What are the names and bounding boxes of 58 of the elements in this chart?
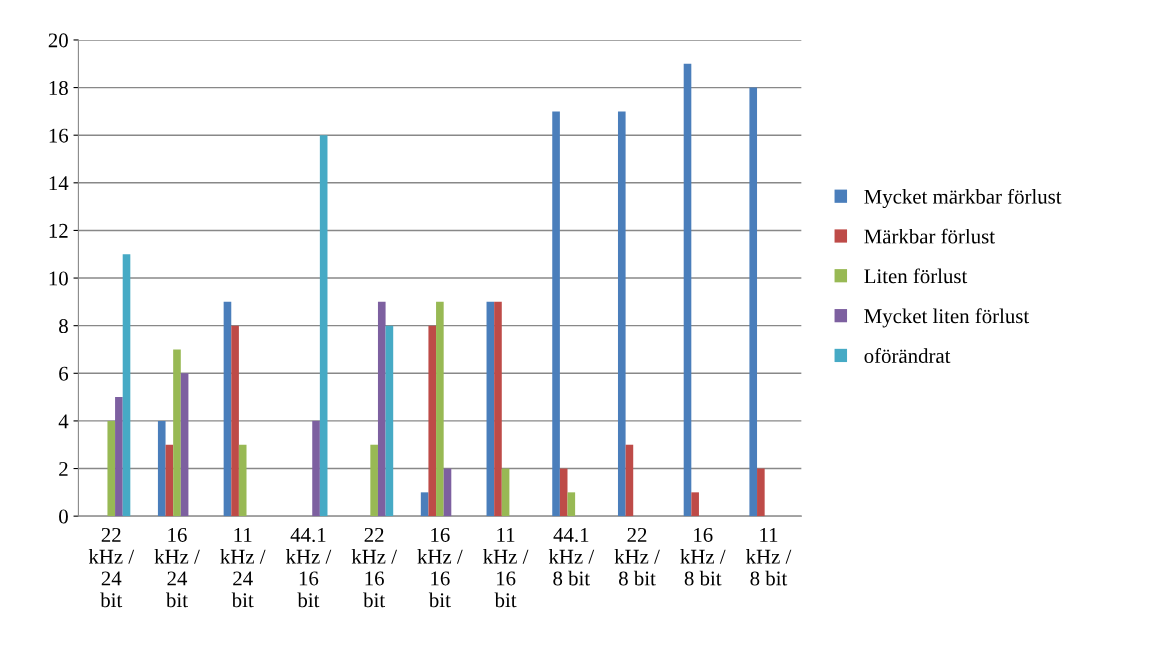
x-tick-label: 16 kHz / 16 bit xyxy=(417,527,463,608)
y-tick-label: 4 xyxy=(58,414,69,429)
bar xyxy=(115,397,123,517)
bar xyxy=(691,492,699,517)
bar xyxy=(312,420,320,517)
x-tick-label: 11 kHz / 24 bit xyxy=(220,527,266,608)
x-tick-label: 11 kHz / 8 bit xyxy=(746,527,792,586)
bar xyxy=(165,444,174,517)
bar xyxy=(494,301,502,517)
y-tick-label: 6 xyxy=(59,366,69,381)
legend-label: Mycket liten förlust xyxy=(864,308,1030,328)
y-tick-label: 16 xyxy=(49,128,69,143)
bar xyxy=(377,301,386,517)
bar xyxy=(757,468,765,517)
bar xyxy=(231,325,239,517)
legend-label: Märkbar förlust xyxy=(864,228,995,244)
y-tick-label: 12 xyxy=(49,223,68,238)
bar xyxy=(501,468,510,517)
bar xyxy=(107,420,116,517)
bar xyxy=(552,111,560,517)
bar xyxy=(443,468,452,517)
x-tick-label: 22 kHz / 16 bit xyxy=(351,527,397,608)
bar xyxy=(749,87,758,517)
bar xyxy=(223,301,232,517)
bar xyxy=(385,325,394,517)
bar xyxy=(370,444,378,517)
bar xyxy=(420,492,429,517)
x-tick-label: 22 kHz / 8 bit xyxy=(614,527,660,586)
x-tick-label: 44.1 kHz / 8 bit xyxy=(548,527,595,586)
x-tick-label: 44.1 kHz / 16 bit xyxy=(285,527,332,608)
bar xyxy=(617,111,626,517)
bar xyxy=(157,420,166,517)
legend-label: Mycket märkbar förlust xyxy=(864,188,1062,209)
bar xyxy=(173,349,181,517)
bar xyxy=(238,444,247,517)
legend-label: Liten förlust xyxy=(864,268,968,284)
bar xyxy=(428,325,437,517)
bar xyxy=(559,468,568,517)
bar xyxy=(180,373,189,517)
bar xyxy=(319,135,328,517)
bar xyxy=(567,492,576,517)
x-tick-label: 16 kHz / 8 bit xyxy=(680,527,726,586)
x-tick-label: 11 kHz / 16 bit xyxy=(483,527,529,608)
y-tick-label: 20 xyxy=(48,33,68,48)
bar xyxy=(625,444,634,517)
legend-label: oförändrat xyxy=(864,348,951,363)
y-tick-label: 14 xyxy=(49,176,69,191)
bar xyxy=(122,254,131,517)
x-tick-label: 16 kHz / 24 bit xyxy=(154,527,200,608)
bar xyxy=(486,301,495,517)
bar xyxy=(436,301,444,517)
bar xyxy=(683,63,692,517)
y-tick-label: 18 xyxy=(49,80,68,96)
y-tick-label: 2 xyxy=(59,461,68,476)
y-tick-label: 10 xyxy=(49,271,68,286)
y-tick-label: 8 xyxy=(59,319,68,334)
y-tick-label: 0 xyxy=(59,509,68,524)
x-tick-label: 22 kHz / 24 bit xyxy=(88,527,135,608)
